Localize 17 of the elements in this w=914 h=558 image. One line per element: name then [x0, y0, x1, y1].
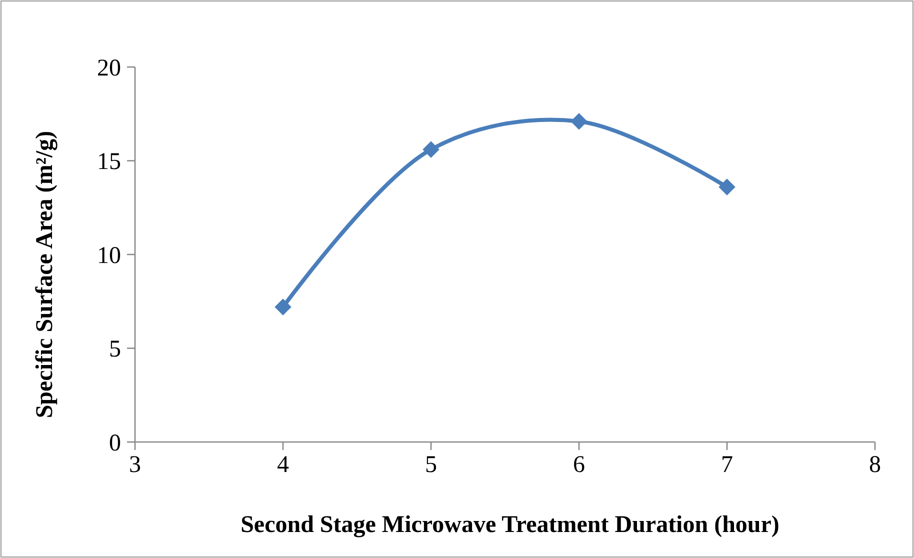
point: [274, 298, 292, 316]
point: [570, 113, 588, 130]
y-tick-label: 20: [97, 55, 121, 82]
x-tick-label: 3: [129, 452, 141, 478]
x-tick-label: 6: [573, 452, 585, 478]
x-tick-label: 8: [869, 452, 881, 478]
x-tick-label: 4: [277, 452, 289, 478]
point: [422, 141, 440, 158]
y-axis-title: Specific Surface Area (m²/g): [32, 130, 58, 418]
y-tick-label: 10: [97, 242, 121, 269]
y-tick-label: 0: [109, 430, 121, 456]
y-tick-label: 15: [97, 149, 121, 176]
x-axis-title: Second Stage Microwave Treatment Duration (hour): [240, 512, 780, 538]
x-tick-label: 5: [425, 452, 437, 478]
point: [718, 178, 736, 196]
x-tick-label: 7: [721, 452, 733, 478]
y-tick-label: 5: [109, 336, 121, 363]
